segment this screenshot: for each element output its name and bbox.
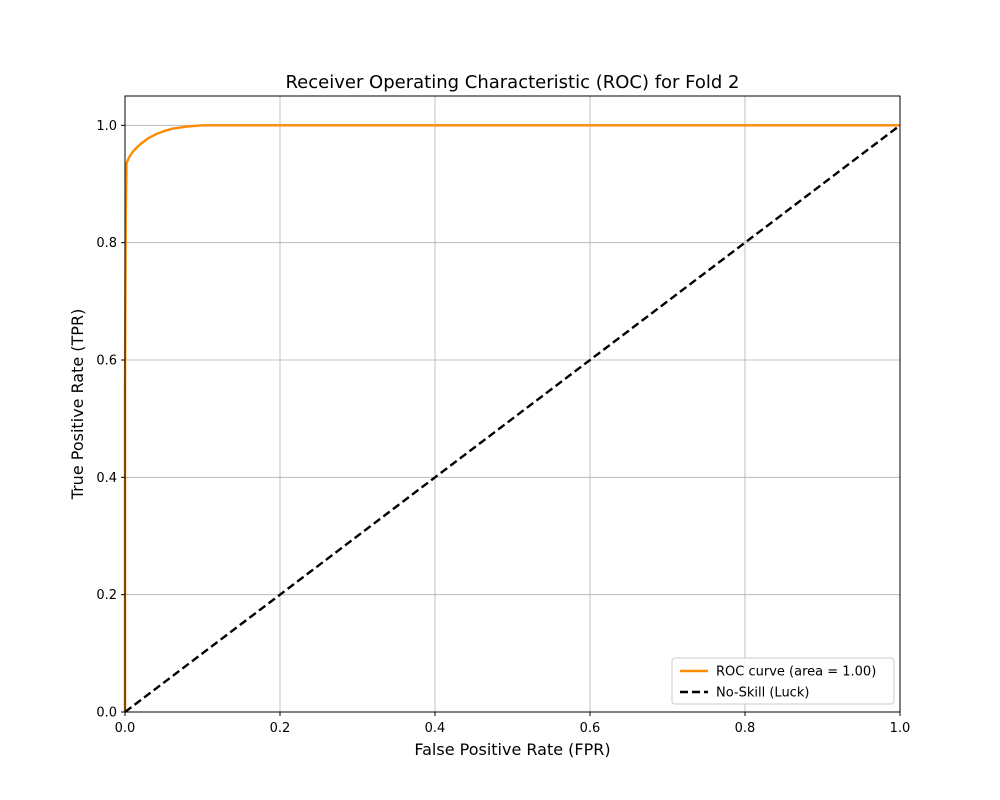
x-tick-label: 0.0 [115, 721, 136, 736]
plot-frame [124, 95, 901, 713]
y-tick-label: 1.0 [96, 119, 117, 134]
x-tick-label: 0.4 [425, 721, 446, 736]
series-lines [123, 124, 901, 713]
y-tick-label: 0.4 [96, 471, 117, 486]
y-tick-label: 0.2 [96, 588, 117, 603]
x-tick-label: 1.0 [890, 721, 911, 736]
legend-label: ROC curve (area = 1.00) [716, 665, 876, 680]
axis-ticks: 0.0 0.2 0.4 0.6 0.8 1.0 0.0 0.2 0.4 0.6 0.8 1.0 [96, 119, 910, 736]
x-tick-label: 0.8 [735, 721, 756, 736]
y-tick-label: 0.6 [96, 354, 117, 369]
x-axis-label: False Positive Rate (FPR) [414, 740, 610, 759]
legend-label: No-Skill (Luck) [716, 686, 809, 701]
y-tick-label: 0.8 [96, 236, 117, 251]
roc-curve-line [123, 124, 900, 712]
x-tick-label: 0.2 [270, 721, 291, 736]
chart-title: Receiver Operating Characteristic (ROC) … [285, 72, 739, 93]
x-tick-label: 0.6 [580, 721, 601, 736]
y-axis-label: True Positive Rate (TPR) [68, 309, 87, 501]
grid-lines [124, 96, 901, 713]
legend-box [671, 657, 895, 705]
legend: ROC curve (area = 1.00) No-Skill (Luck) [671, 657, 895, 705]
y-tick-label: 0.0 [96, 706, 117, 721]
no-skill-line [124, 124, 901, 713]
